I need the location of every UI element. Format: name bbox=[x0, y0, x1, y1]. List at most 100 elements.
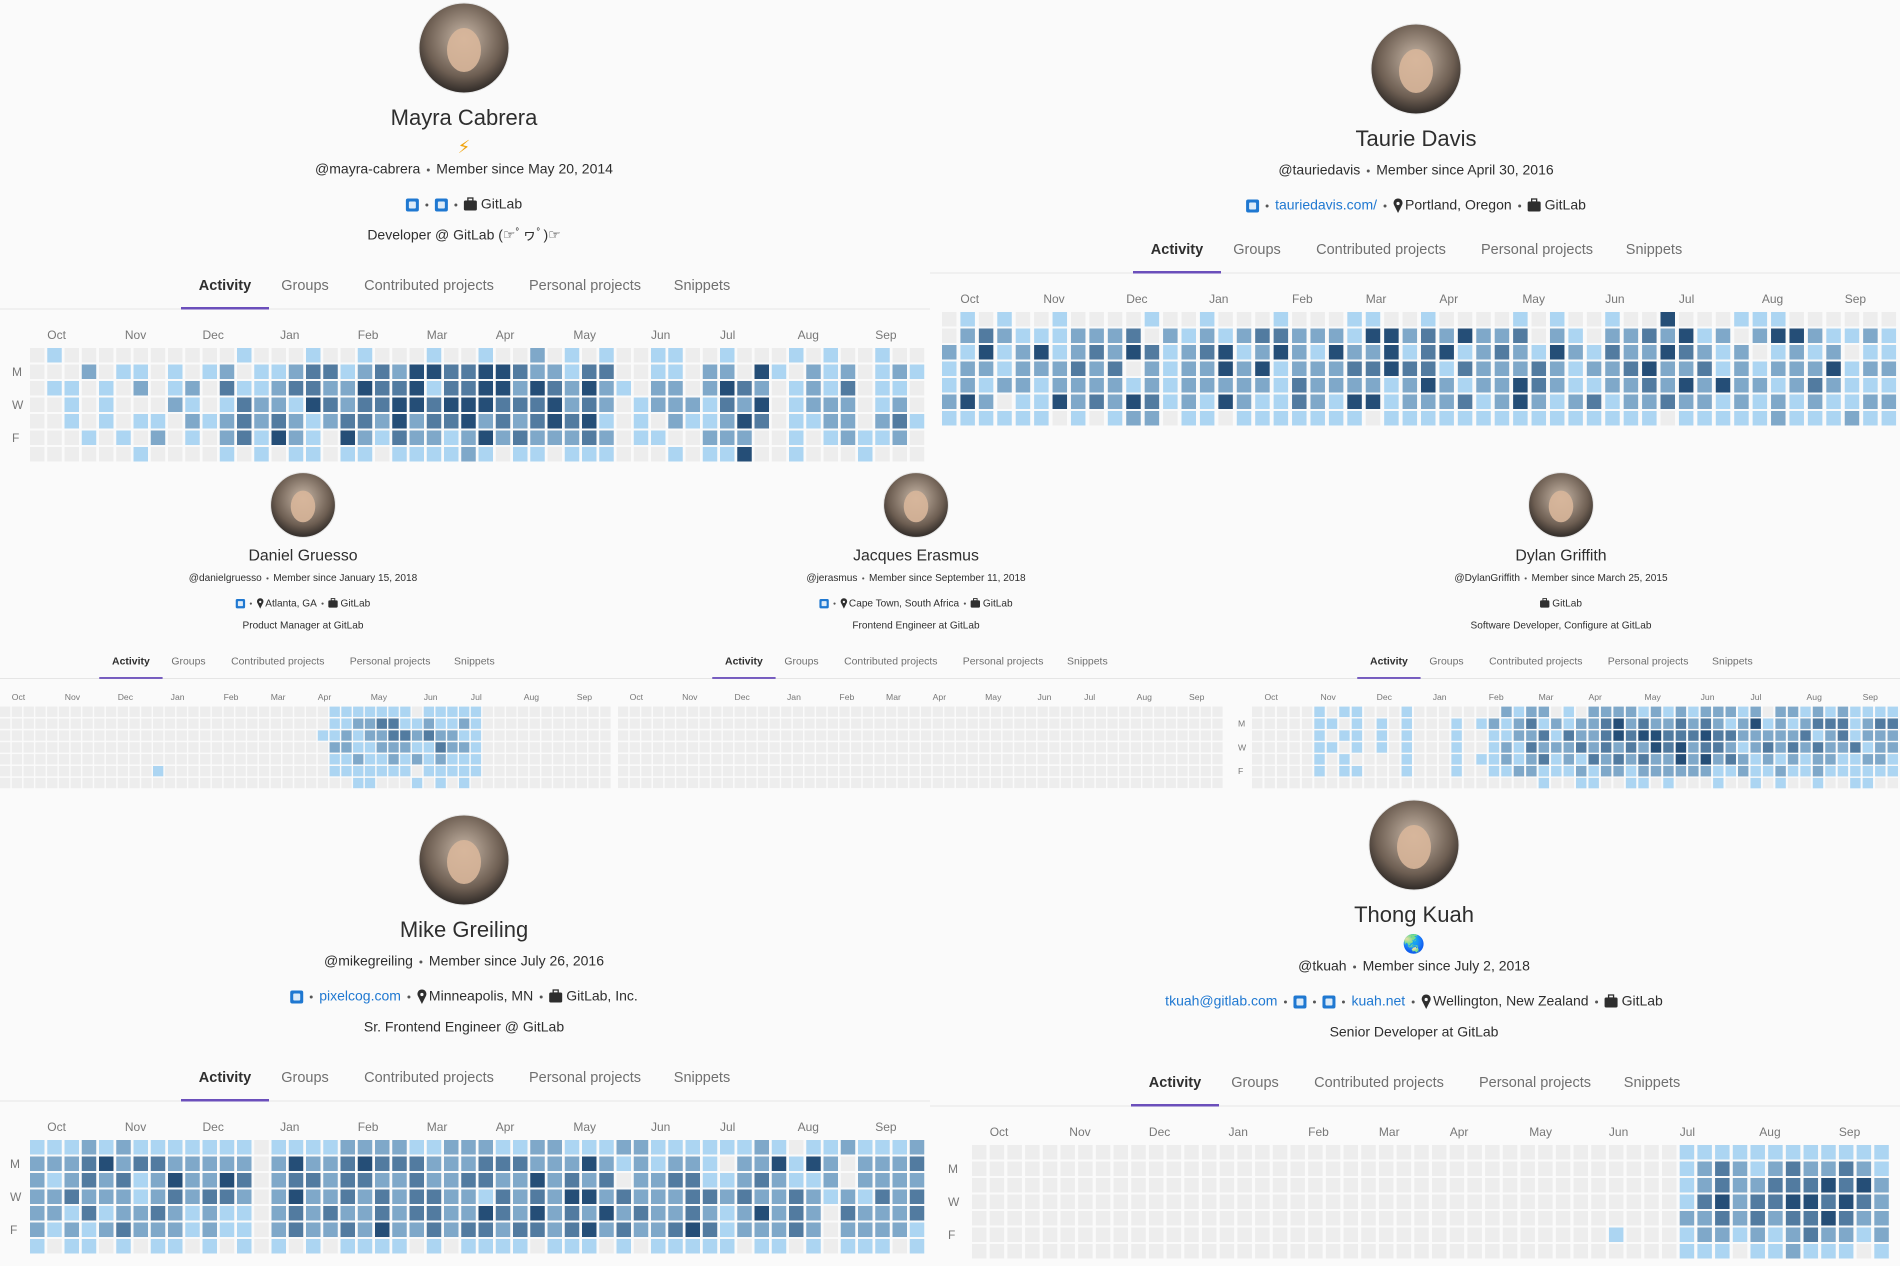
contribution-cell[interactable] bbox=[1826, 345, 1841, 360]
contribution-cell[interactable] bbox=[862, 766, 873, 777]
contribution-cell[interactable] bbox=[168, 1140, 183, 1155]
contribution-cell[interactable] bbox=[1688, 718, 1699, 729]
contribution-cell[interactable] bbox=[1014, 777, 1025, 789]
contribution-cell[interactable] bbox=[720, 1140, 735, 1155]
contribution-cell[interactable] bbox=[470, 706, 482, 717]
contribution-cell[interactable] bbox=[1252, 718, 1263, 729]
contribution-cell[interactable] bbox=[909, 1189, 925, 1205]
contribution-cell[interactable] bbox=[211, 777, 223, 789]
contribution-cell[interactable] bbox=[1126, 345, 1141, 360]
contribution-cell[interactable] bbox=[839, 718, 850, 729]
contribution-cell[interactable] bbox=[699, 706, 710, 717]
contribution-cell[interactable] bbox=[153, 742, 164, 753]
contribution-cell[interactable] bbox=[1807, 411, 1823, 426]
contribution-cell[interactable] bbox=[989, 1227, 1005, 1243]
contribution-cell[interactable] bbox=[1613, 766, 1624, 777]
contribution-cell[interactable] bbox=[1378, 1194, 1394, 1210]
contribution-cell[interactable] bbox=[1850, 718, 1861, 729]
contribution-cell[interactable] bbox=[1494, 328, 1510, 344]
contribution-cell[interactable] bbox=[547, 348, 563, 363]
contribution-cell[interactable] bbox=[1037, 766, 1048, 777]
contribution-cell[interactable] bbox=[909, 742, 920, 753]
contribution-cell[interactable] bbox=[270, 706, 282, 717]
contribution-cell[interactable] bbox=[219, 1206, 235, 1221]
contribution-cell[interactable] bbox=[1449, 1194, 1465, 1210]
contribution-cell[interactable] bbox=[341, 742, 352, 753]
contribution-cell[interactable] bbox=[789, 1239, 804, 1254]
contribution-cell[interactable] bbox=[329, 706, 340, 717]
contribution-cell[interactable] bbox=[375, 1239, 390, 1254]
contribution-cell[interactable] bbox=[1588, 706, 1599, 718]
contribution-cell[interactable] bbox=[482, 766, 493, 777]
contribution-cell[interactable] bbox=[164, 730, 176, 741]
contribution-cell[interactable] bbox=[1862, 718, 1874, 729]
contribution-cell[interactable] bbox=[1800, 754, 1811, 765]
contribution-cell[interactable] bbox=[1608, 1227, 1624, 1243]
contribution-cell[interactable] bbox=[1396, 1178, 1412, 1193]
contribution-cell[interactable] bbox=[1438, 718, 1450, 729]
contribution-cell[interactable] bbox=[1119, 742, 1130, 753]
contribution-cell[interactable] bbox=[400, 754, 411, 765]
contribution-cell[interactable] bbox=[1361, 1211, 1376, 1226]
contribution-cell[interactable] bbox=[1494, 345, 1510, 360]
contribution-cell[interactable] bbox=[823, 1173, 839, 1188]
contribution-cell[interactable] bbox=[1697, 1145, 1712, 1160]
contribution-cell[interactable] bbox=[1856, 1227, 1872, 1243]
contribution-cell[interactable] bbox=[1738, 754, 1749, 765]
contribution-cell[interactable] bbox=[1255, 328, 1270, 344]
contribution-cell[interactable] bbox=[388, 706, 399, 717]
contribution-cell[interactable] bbox=[376, 777, 387, 789]
contribution-cell[interactable] bbox=[702, 1156, 718, 1172]
contribution-cell[interactable] bbox=[1451, 718, 1462, 729]
contribution-cell[interactable] bbox=[685, 348, 701, 363]
contribution-cell[interactable] bbox=[94, 777, 105, 789]
contribution-cell[interactable] bbox=[153, 777, 164, 789]
contribution-cell[interactable] bbox=[1166, 1194, 1182, 1210]
contribution-cell[interactable] bbox=[1768, 1194, 1783, 1210]
contribution-cell[interactable] bbox=[1432, 1244, 1447, 1259]
contribution-cell[interactable] bbox=[806, 1140, 821, 1155]
contribution-cell[interactable] bbox=[1328, 394, 1344, 410]
contribution-cell[interactable] bbox=[105, 766, 117, 777]
contribution-cell[interactable] bbox=[1236, 361, 1252, 377]
contribution-cell[interactable] bbox=[1863, 394, 1878, 410]
contribution-cell[interactable] bbox=[375, 381, 390, 396]
contribution-cell[interactable] bbox=[616, 1222, 632, 1238]
contribution-cell[interactable] bbox=[1576, 742, 1587, 753]
contribution-cell[interactable] bbox=[629, 718, 640, 729]
contribution-cell[interactable] bbox=[116, 414, 131, 429]
contribution-cell[interactable] bbox=[150, 1156, 166, 1172]
contribution-cell[interactable] bbox=[478, 1222, 494, 1238]
contribution-cell[interactable] bbox=[400, 706, 411, 717]
contribution-cell[interactable] bbox=[1725, 766, 1736, 777]
contribution-cell[interactable] bbox=[633, 348, 649, 363]
contribution-cell[interactable] bbox=[789, 1206, 804, 1221]
contribution-cell[interactable] bbox=[1314, 766, 1325, 777]
contribution-cell[interactable] bbox=[789, 364, 804, 380]
contribution-cell[interactable] bbox=[495, 1189, 511, 1205]
contribution-cell[interactable] bbox=[553, 766, 564, 777]
contribution-cell[interactable] bbox=[461, 447, 476, 462]
contribution-cell[interactable] bbox=[1844, 378, 1860, 393]
contribution-cell[interactable] bbox=[1838, 1244, 1854, 1259]
contribution-cell[interactable] bbox=[426, 1239, 442, 1254]
contribution-cell[interactable] bbox=[357, 1173, 373, 1188]
contribution-cell[interactable] bbox=[1376, 742, 1388, 753]
contribution-cell[interactable] bbox=[823, 364, 839, 380]
contribution-cell[interactable] bbox=[1650, 730, 1662, 741]
contribution-cell[interactable] bbox=[1642, 312, 1657, 327]
contribution-cell[interactable] bbox=[288, 1140, 304, 1155]
contribution-cell[interactable] bbox=[582, 1189, 597, 1205]
contribution-cell[interactable] bbox=[1626, 1178, 1642, 1193]
contribution-cell[interactable] bbox=[1538, 1194, 1553, 1210]
contribution-cell[interactable] bbox=[1588, 777, 1599, 789]
contribution-cell[interactable] bbox=[392, 430, 407, 446]
contribution-cell[interactable] bbox=[1089, 361, 1104, 377]
contribution-cell[interactable] bbox=[1675, 766, 1687, 777]
contribution-cell[interactable] bbox=[875, 447, 890, 462]
contribution-cell[interactable] bbox=[840, 1239, 856, 1254]
contribution-cell[interactable] bbox=[1438, 706, 1450, 718]
contribution-cell[interactable] bbox=[176, 718, 187, 729]
contribution-cell[interactable] bbox=[1662, 1244, 1677, 1259]
contribution-cell[interactable] bbox=[461, 364, 476, 380]
